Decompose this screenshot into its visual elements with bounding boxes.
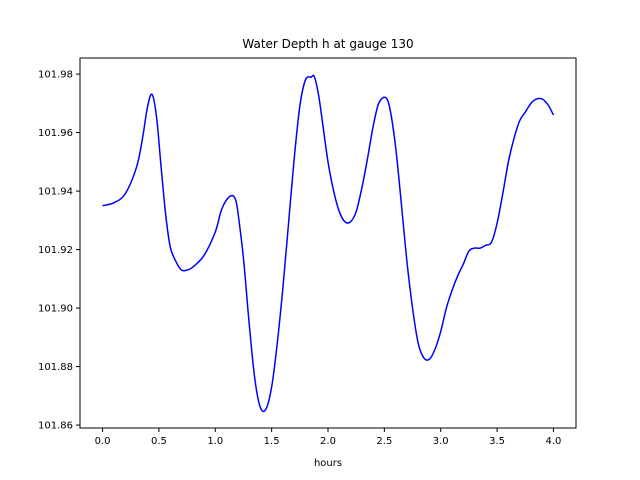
y-tick-label: 101.98 <box>38 70 73 81</box>
x-tick-label: 0.0 <box>95 436 111 447</box>
y-tick-label: 101.94 <box>38 187 73 198</box>
x-tick-label: 1.5 <box>264 436 280 447</box>
x-axis-label: hours <box>314 458 342 469</box>
x-tick-label: 2.0 <box>320 436 336 447</box>
x-tick-label: 4.0 <box>546 436 562 447</box>
series-line <box>102 74 555 413</box>
x-axis: 0.0 0.5 1.0 1.5 2.0 2.5 3.0 3.5 4.0 <box>95 428 562 447</box>
y-tick-label: 101.90 <box>38 304 73 315</box>
y-tick-label: 101.96 <box>38 128 73 139</box>
x-tick-label: 3.5 <box>489 436 505 447</box>
x-tick-label: 2.5 <box>376 436 392 447</box>
chart-title: Water Depth h at gauge 130 <box>242 37 413 51</box>
x-tick-label: 1.0 <box>207 436 223 447</box>
x-tick-label: 3.0 <box>433 436 449 447</box>
y-axis: 101.86 101.88 101.90 101.92 101.94 101.96 101.… <box>38 70 80 432</box>
x-tick-label: 0.5 <box>151 436 167 447</box>
y-tick-label: 101.86 <box>38 421 73 432</box>
y-tick-label: 101.88 <box>38 362 73 373</box>
y-tick-label: 101.92 <box>38 245 73 256</box>
